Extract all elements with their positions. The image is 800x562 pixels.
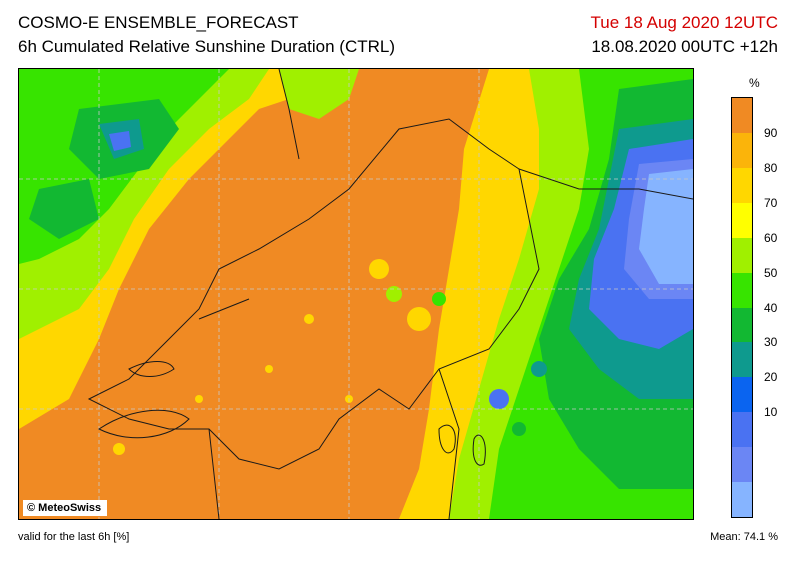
sunshine-map: © MeteoSwiss <box>18 68 694 520</box>
mean-value: Mean: 74.1 % <box>710 531 778 543</box>
cell-9 <box>113 443 125 455</box>
legend-label: 80 <box>764 160 778 175</box>
legend-swatch <box>732 482 752 518</box>
run-step: 18.08.2020 00UTC +12h <box>591 37 778 56</box>
legend-label: 50 <box>764 265 778 280</box>
legend-swatch <box>732 132 752 169</box>
color-legend <box>731 97 753 518</box>
chart-subtitle: 6h Cumulated Relative Sunshine Duration … <box>18 37 396 56</box>
legend-swatch <box>732 377 752 413</box>
cell-3 <box>407 307 431 331</box>
legend-swatch <box>732 447 752 483</box>
cell-10 <box>489 389 509 409</box>
cell-11 <box>531 361 547 377</box>
cell-12 <box>512 422 526 436</box>
legend-label: 10 <box>764 405 778 420</box>
legend-unit: % <box>749 76 760 90</box>
map-canvas <box>19 69 693 519</box>
legend-swatch <box>732 202 752 239</box>
cell-2 <box>386 286 402 302</box>
cell-8 <box>195 395 203 403</box>
cell-1 <box>369 259 389 279</box>
legend-label: 30 <box>764 335 778 350</box>
borders <box>87 69 693 519</box>
darkgreen-patch-nw2 <box>29 179 99 239</box>
legend-label: 60 <box>764 230 778 245</box>
legend-swatch <box>732 342 752 378</box>
legend-swatch <box>732 412 752 448</box>
legend-swatch <box>732 272 752 308</box>
meteoswiss-credit: © MeteoSwiss <box>23 500 108 516</box>
legend-swatch <box>732 98 752 134</box>
valid-time: Tue 18 Aug 2020 12UTC <box>590 13 778 32</box>
lightgreen-patch-top <box>279 69 359 119</box>
lightblue-zone-east <box>639 169 693 284</box>
legend-label: 90 <box>764 125 778 140</box>
blue-patch-nw <box>109 131 131 151</box>
legend-swatch <box>732 237 752 274</box>
graticule <box>19 69 693 519</box>
chart-title: COSMO-E ENSEMBLE_FORECAST <box>18 13 299 32</box>
cell-6 <box>265 365 273 373</box>
validity-note: valid for the last 6h [%] <box>18 531 130 543</box>
legend-label: 20 <box>764 370 778 385</box>
cell-5 <box>304 314 314 324</box>
cell-4 <box>432 292 446 306</box>
legend-label: 40 <box>764 300 778 315</box>
legend-label: 70 <box>764 195 778 210</box>
legend-swatch <box>732 167 752 204</box>
legend-swatch <box>732 307 752 343</box>
